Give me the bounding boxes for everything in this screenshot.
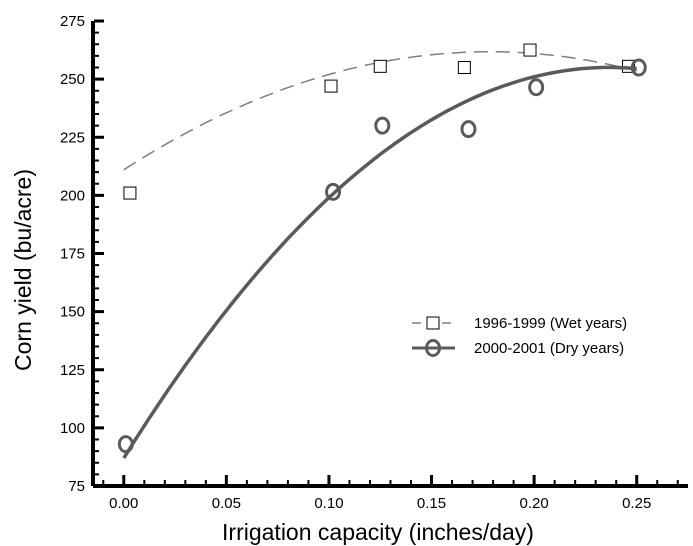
x-axis-title: Irrigation capacity (inches/day) <box>222 519 534 545</box>
y-tick-label: 175 <box>60 246 85 263</box>
y-axis-title: Corn yield (bu/acre) <box>10 169 36 371</box>
axes: 75 100 125 150 175 200 225 250 275 0.00 0.05 0.10 0.… <box>60 13 688 512</box>
series-line-dry <box>122 65 637 460</box>
y-tick-label: 200 <box>60 187 85 204</box>
y-tick-label: 75 <box>68 478 85 495</box>
legend-label-wet: 1996-1999 (Wet years) <box>474 315 627 332</box>
data-point-dry <box>117 435 134 454</box>
data-point-dry <box>460 120 477 139</box>
y-tick-label: 125 <box>60 362 85 379</box>
y-tick-label: 100 <box>60 420 85 437</box>
y-tick-label: 250 <box>60 71 85 88</box>
series-line-wet <box>123 51 637 171</box>
series-layer <box>117 43 647 460</box>
y-tick-label: 275 <box>60 13 85 30</box>
data-point-wet <box>123 186 137 200</box>
legend-circle-marker <box>425 339 441 357</box>
data-point-dry <box>374 116 391 135</box>
x-tick-label: 0.25 <box>622 495 651 512</box>
data-point-wet <box>457 61 471 74</box>
x-tick-label: 0.00 <box>109 495 138 512</box>
data-point-wet <box>324 79 338 93</box>
data-point-dry <box>325 182 342 201</box>
data-point-wet <box>373 59 387 73</box>
x-tick-label: 0.10 <box>314 495 343 512</box>
legend-label-dry: 2000-2001 (Dry years) <box>474 340 624 357</box>
data-point-wet <box>523 43 537 57</box>
x-tick-label: 0.05 <box>212 495 241 512</box>
y-tick-label: 225 <box>60 129 85 146</box>
data-point-dry <box>630 58 647 77</box>
data-point-dry <box>528 78 545 97</box>
x-tick-label: 0.20 <box>520 495 549 512</box>
x-tick-label: 0.15 <box>417 495 446 512</box>
legend: 1996-1999 (Wet years) 2000-2001 (Dry yea… <box>412 315 627 357</box>
y-tick-label: 150 <box>60 304 85 321</box>
legend-square-marker <box>426 316 440 330</box>
